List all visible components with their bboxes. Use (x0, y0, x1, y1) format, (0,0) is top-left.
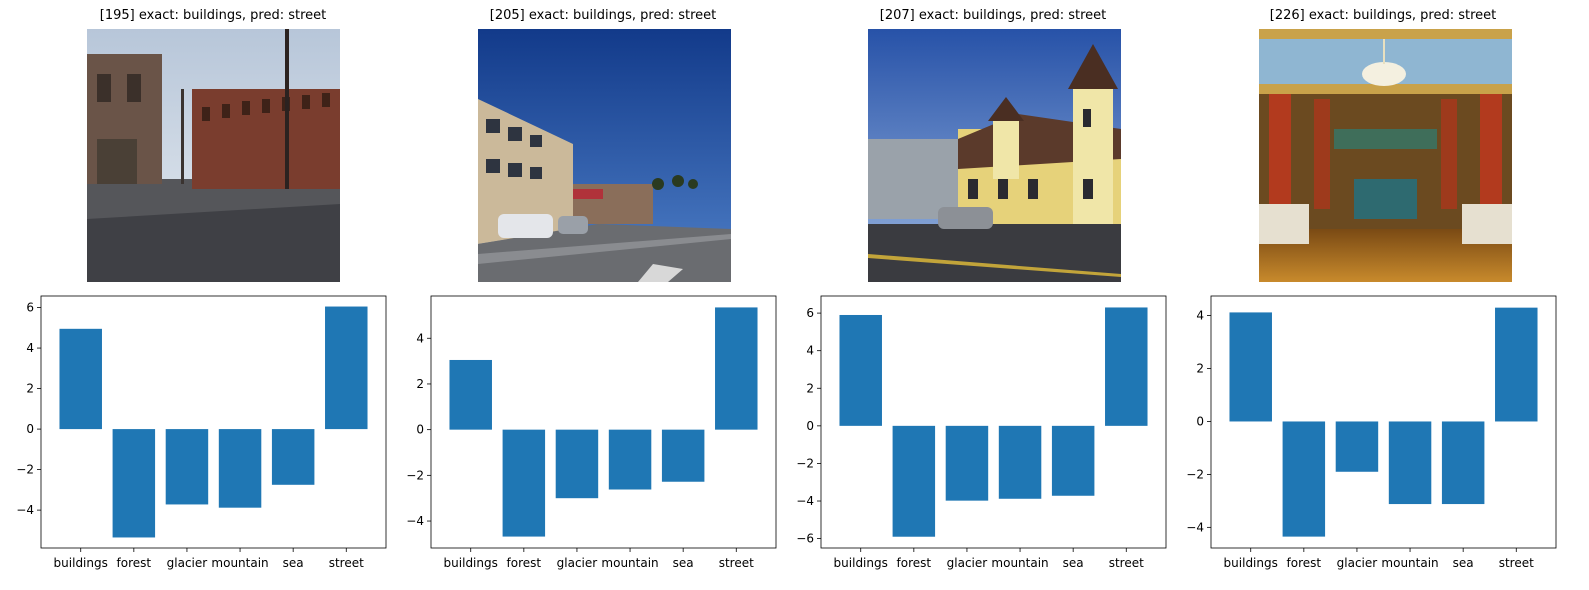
bars-4 (1229, 307, 1538, 537)
bars-3 (839, 307, 1148, 537)
x-tick-label: buildings (444, 556, 498, 570)
x-tick-label: buildings (834, 556, 888, 570)
panel-3-chart: buildings forest glacier mountain sea street 6… (788, 295, 1170, 586)
x-tick-label: forest (897, 556, 932, 570)
panel-3-photo (868, 29, 1121, 282)
panel-4-title: [226] exact: buildings, pred: street (1269, 8, 1497, 23)
bar-forest (1282, 421, 1326, 537)
x-tick-label: mountain (211, 556, 268, 570)
y-tick-label: 6 (806, 306, 814, 320)
y-tick-label: 0 (806, 419, 814, 433)
y-tick-label: −4 (1186, 520, 1204, 534)
y-tick-label: 4 (806, 344, 814, 358)
y-tick-label: −4 (406, 514, 424, 528)
bar-street (325, 306, 368, 430)
x-tick-label: sea (673, 556, 694, 570)
x-tick-label: street (1109, 556, 1144, 570)
bar-glacier (1335, 421, 1379, 472)
x-tick-label: forest (1287, 556, 1322, 570)
bar-glacier (555, 429, 599, 499)
y-tick-label: −4 (16, 503, 34, 517)
bar-glacier (165, 429, 209, 505)
bar-buildings (839, 314, 882, 426)
x-tick-label: mountain (601, 556, 658, 570)
bar-forest (892, 425, 936, 537)
y-tick-label: 2 (1196, 362, 1204, 376)
panel-4-photo (1259, 29, 1512, 282)
y-tick-label: 4 (416, 331, 424, 345)
x-tick-label: street (719, 556, 754, 570)
x-tick-label: glacier (947, 556, 988, 570)
panel-1-photo (87, 29, 340, 282)
panel-2-title: [205] exact: buildings, pred: street (489, 8, 717, 23)
y-tick-label: 6 (26, 301, 34, 315)
axes-frame (820, 295, 1167, 549)
x-tick-label: street (1499, 556, 1534, 570)
y-tick-label: −2 (796, 456, 814, 470)
bar-forest (112, 429, 156, 538)
bar-street (715, 307, 758, 430)
x-tick-label: sea (1453, 556, 1474, 570)
y-tick-label: −6 (796, 532, 814, 546)
panel-2-photo (478, 29, 731, 282)
bar-sea (1051, 425, 1095, 496)
y-tick-label: 0 (416, 423, 424, 437)
y-tick-label: 2 (26, 382, 34, 396)
axes-frame (430, 295, 777, 549)
bar-mountain (218, 429, 262, 508)
bars-1 (59, 306, 368, 538)
bar-sea (1441, 421, 1485, 505)
bar-glacier (945, 425, 989, 501)
y-tick-label: −2 (1186, 467, 1204, 481)
panel-2-chart: buildings forest glacier mountain sea street 4… (398, 295, 780, 586)
x-tick-label: mountain (1381, 556, 1438, 570)
bar-street (1495, 307, 1538, 422)
y-tick-label: −4 (796, 494, 814, 508)
panel-3-title: [207] exact: buildings, pred: street (879, 8, 1107, 23)
y-tick-label: 2 (416, 377, 424, 391)
x-tick-label: sea (1063, 556, 1084, 570)
bar-street (1105, 307, 1148, 426)
x-tick-label: forest (117, 556, 152, 570)
bar-buildings (59, 328, 102, 430)
panel-1-title: [195] exact: buildings, pred: street (99, 8, 327, 23)
x-tick-label: glacier (167, 556, 208, 570)
bar-mountain (608, 429, 652, 490)
panel-1-chart: buildings forest glacier mountain sea street 6… (8, 295, 390, 586)
bar-buildings (449, 359, 492, 430)
bar-forest (502, 429, 546, 537)
y-tick-label: 0 (26, 422, 34, 436)
y-tick-label: 4 (1196, 309, 1204, 323)
x-tick-label: sea (283, 556, 304, 570)
y-tick-label: 0 (1196, 414, 1204, 428)
y-tick-label: −2 (16, 463, 34, 477)
axes-frame (40, 295, 387, 549)
x-tick-label: glacier (1337, 556, 1378, 570)
bar-mountain (1388, 421, 1432, 505)
x-tick-label: street (329, 556, 364, 570)
y-tick-label: 2 (806, 381, 814, 395)
x-tick-label: forest (507, 556, 542, 570)
bars-2 (449, 307, 758, 537)
x-tick-label: mountain (991, 556, 1048, 570)
axes-frame (1210, 295, 1557, 549)
y-tick-label: 4 (26, 341, 34, 355)
bar-buildings (1229, 312, 1272, 422)
x-tick-label: buildings (1224, 556, 1278, 570)
y-tick-label: −2 (406, 468, 424, 482)
x-tick-label: buildings (54, 556, 108, 570)
bar-mountain (998, 425, 1042, 499)
bar-sea (661, 429, 705, 482)
bar-sea (271, 429, 315, 485)
x-tick-label: glacier (557, 556, 598, 570)
panel-4-chart: buildings forest glacier mountain sea street 4… (1178, 295, 1560, 586)
